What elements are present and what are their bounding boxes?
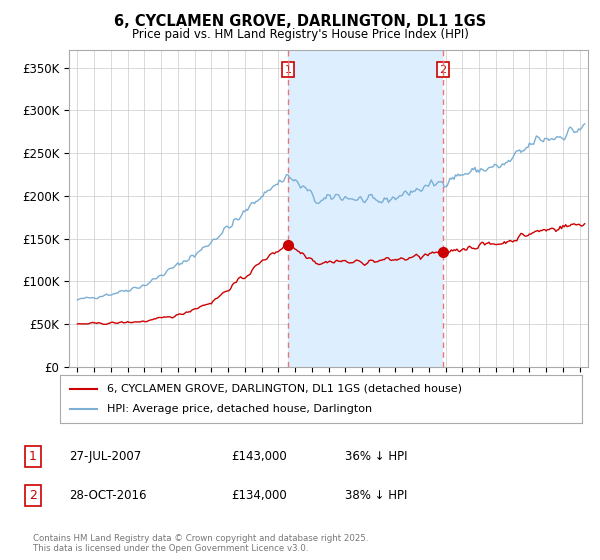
Text: £134,000: £134,000 — [231, 489, 287, 502]
Text: 38% ↓ HPI: 38% ↓ HPI — [345, 489, 407, 502]
Text: HPI: Average price, detached house, Darlington: HPI: Average price, detached house, Darl… — [107, 404, 372, 414]
Text: Price paid vs. HM Land Registry's House Price Index (HPI): Price paid vs. HM Land Registry's House … — [131, 28, 469, 41]
Text: 2: 2 — [439, 64, 446, 74]
Text: 6, CYCLAMEN GROVE, DARLINGTON, DL1 1GS: 6, CYCLAMEN GROVE, DARLINGTON, DL1 1GS — [114, 14, 486, 29]
Text: 36% ↓ HPI: 36% ↓ HPI — [345, 450, 407, 463]
Text: 27-JUL-2007: 27-JUL-2007 — [69, 450, 141, 463]
Text: 1: 1 — [284, 64, 292, 74]
Text: Contains HM Land Registry data © Crown copyright and database right 2025.
This d: Contains HM Land Registry data © Crown c… — [33, 534, 368, 553]
Text: 6, CYCLAMEN GROVE, DARLINGTON, DL1 1GS (detached house): 6, CYCLAMEN GROVE, DARLINGTON, DL1 1GS (… — [107, 384, 462, 394]
Text: 2: 2 — [29, 489, 37, 502]
Text: 1: 1 — [29, 450, 37, 463]
Bar — [288, 50, 443, 367]
Text: 28-OCT-2016: 28-OCT-2016 — [69, 489, 146, 502]
Text: £143,000: £143,000 — [231, 450, 287, 463]
